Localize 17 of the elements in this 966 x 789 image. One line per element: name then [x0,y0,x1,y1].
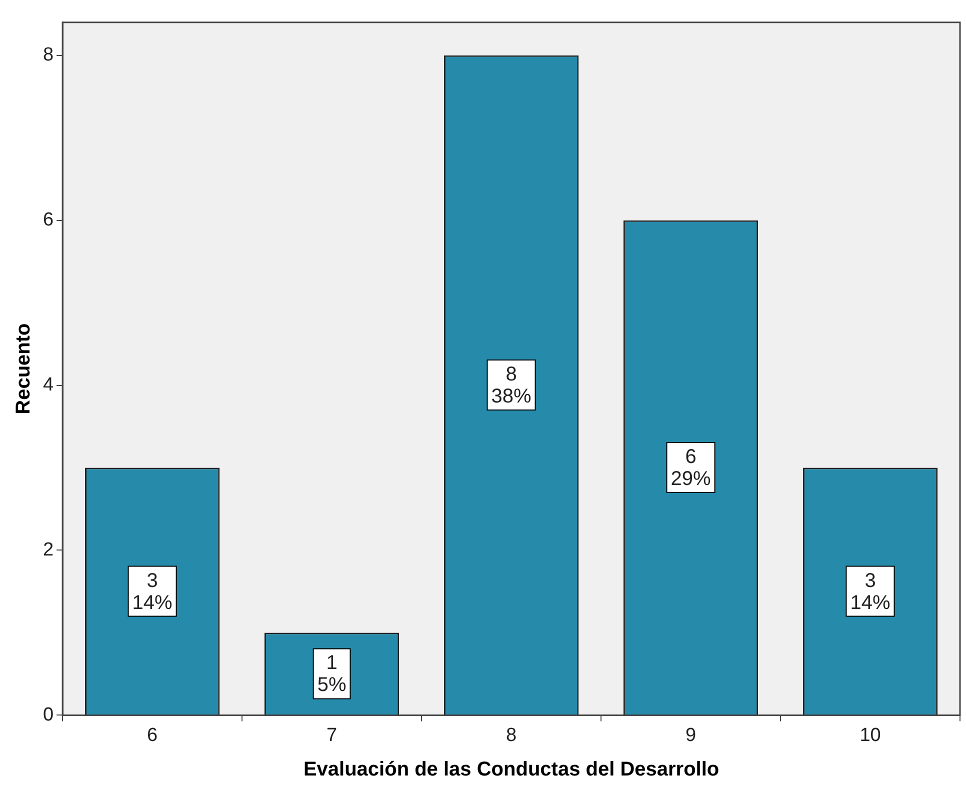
data-label: 3 14% [132,570,173,614]
y-tick-label: 4 [42,374,54,396]
data-label: 8 38% [491,364,532,408]
y-tick-label: 0 [42,704,54,726]
data-label: 3 14% [850,570,890,614]
x-tick-label: 7 [326,724,338,746]
x-tick-label: 10 [860,724,881,746]
x-tick-label: 8 [506,724,517,746]
y-tick-label: 8 [42,44,54,66]
x-tick-label: 9 [685,724,696,746]
data-label: 1 5% [317,652,346,696]
x-axis-title: Evaluación de las Conductas del Desarrollo [303,758,720,781]
y-tick-label: 6 [42,210,54,231]
y-tick-label: 2 [42,539,54,560]
y-axis-title: Recuento [12,323,35,414]
data-label: 6 29% [670,446,711,490]
x-tick-label: 6 [147,724,158,746]
